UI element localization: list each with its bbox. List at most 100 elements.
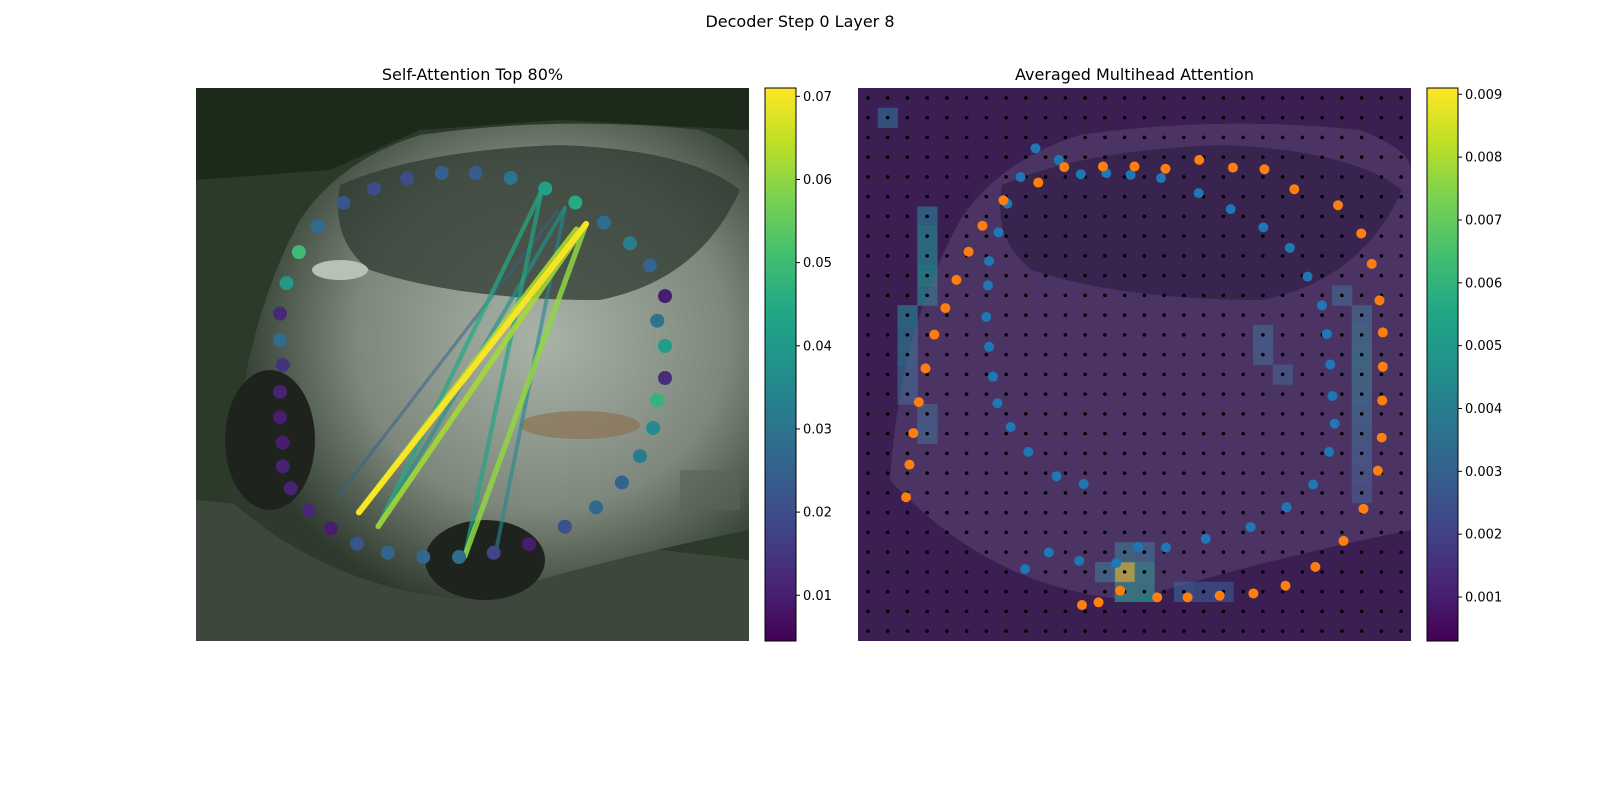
grid-dot <box>1142 392 1147 396</box>
grid-dot <box>1182 530 1186 535</box>
grid-dot <box>1142 530 1147 535</box>
attention-point <box>434 166 449 180</box>
grid-dot <box>1024 431 1028 436</box>
grid-dot <box>1379 313 1384 317</box>
grid-dot <box>1241 392 1245 396</box>
grid-dot <box>1241 115 1245 120</box>
grid-dot <box>1043 491 1048 495</box>
grid-dot <box>1083 491 1087 495</box>
attention-point <box>646 420 661 435</box>
outer-point <box>1310 561 1321 572</box>
grid-dot <box>1063 530 1068 535</box>
grid-dot <box>925 96 929 100</box>
grid-dot <box>1221 96 1226 100</box>
grid-dot <box>885 115 890 120</box>
grid-dot <box>1359 273 1364 278</box>
grid-dot <box>1320 155 1324 159</box>
outer-point <box>1097 161 1108 172</box>
grid-dot <box>1142 273 1147 278</box>
grid-dot <box>1320 530 1324 535</box>
attention-point <box>283 481 298 496</box>
grid-dot <box>1182 293 1186 298</box>
grid-dot <box>866 570 870 574</box>
grid-dot <box>1399 115 1403 120</box>
grid-dot <box>1083 372 1087 377</box>
outer-point <box>1076 600 1087 611</box>
attention-point <box>614 475 629 490</box>
inner-point <box>1053 154 1064 165</box>
grid-dot <box>925 115 929 120</box>
grid-dot <box>1103 115 1107 120</box>
grid-dot <box>1142 471 1147 475</box>
grid-dot <box>945 135 949 140</box>
outer-point <box>1160 163 1171 174</box>
grid-dot <box>1261 352 1265 357</box>
grid-dot <box>984 155 989 159</box>
grid-dot <box>1182 194 1186 199</box>
grid-dot <box>1320 254 1324 258</box>
grid-dot <box>925 589 929 594</box>
grid-dot <box>1083 451 1087 456</box>
grid-dot <box>925 293 929 298</box>
attention-link <box>375 221 589 530</box>
grid-dot <box>1280 135 1285 140</box>
grid-dot <box>1024 471 1028 475</box>
grid-dot <box>1103 96 1107 100</box>
grid-dot <box>945 372 949 377</box>
grid-dot <box>945 491 949 495</box>
outer-point <box>1377 327 1388 338</box>
grid-dot <box>964 510 969 515</box>
grid-dot <box>1359 175 1364 179</box>
outer-point <box>963 246 974 257</box>
grid-dot <box>984 609 989 614</box>
grid-dot <box>1320 471 1324 475</box>
grid-dot <box>1221 431 1226 436</box>
grid-dot <box>1399 412 1403 416</box>
grid-dot <box>1201 471 1206 475</box>
grid-dot <box>905 234 910 238</box>
grid-dot <box>1379 372 1384 377</box>
grid-dot <box>925 254 929 258</box>
grid-dot <box>1162 194 1166 199</box>
grid-dot <box>866 431 870 436</box>
grid-dot <box>1142 254 1147 258</box>
right-colorbar-tick-label: 0.002 <box>1465 528 1502 543</box>
grid-dot <box>1122 510 1127 515</box>
inner-point <box>1156 173 1167 184</box>
grid-dot <box>885 412 890 416</box>
grid-dot <box>885 234 890 238</box>
grid-dot <box>1024 609 1028 614</box>
inner-point <box>981 311 992 322</box>
right-panel-title: Averaged Multihead Attention <box>1015 65 1254 84</box>
grid-dot <box>1300 431 1305 436</box>
grid-dot <box>1280 155 1285 159</box>
grid-dot <box>1024 214 1028 219</box>
outer-point <box>920 363 931 374</box>
grid-dot <box>1122 609 1127 614</box>
grid-dot <box>1241 175 1245 179</box>
grid-dot <box>1340 234 1344 238</box>
outer-point <box>1377 361 1388 372</box>
grid-dot <box>1142 115 1147 120</box>
grid-dot <box>1083 293 1087 298</box>
grid-dot <box>1399 609 1403 614</box>
inner-point <box>1051 471 1062 482</box>
inner-point <box>1225 204 1236 215</box>
grid-dot <box>1280 510 1285 515</box>
grid-dot <box>1004 412 1008 416</box>
grid-dot <box>1182 313 1186 317</box>
grid-dot <box>1182 392 1186 396</box>
grid-dot <box>1241 135 1245 140</box>
point-series <box>901 143 1388 611</box>
grid-dot <box>1162 214 1166 219</box>
grid-dot <box>1399 194 1403 199</box>
grid-dot <box>1142 234 1147 238</box>
grid-dot <box>1201 412 1206 416</box>
grid-dot <box>945 96 949 100</box>
grid-dot <box>1280 550 1285 554</box>
grid-dot <box>1359 412 1364 416</box>
grid-dot <box>925 273 929 278</box>
grid-dot <box>1201 510 1206 515</box>
grid-dot <box>1142 629 1147 633</box>
grid-dot <box>885 214 890 219</box>
